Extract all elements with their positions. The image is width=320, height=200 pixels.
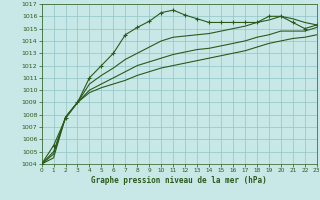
X-axis label: Graphe pression niveau de la mer (hPa): Graphe pression niveau de la mer (hPa) — [91, 176, 267, 185]
